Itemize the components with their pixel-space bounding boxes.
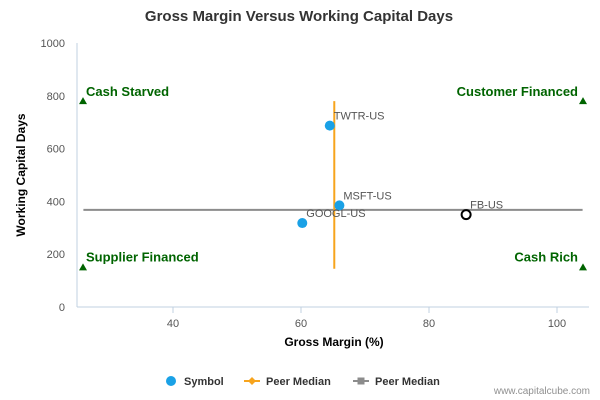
quadrant-label: Cash Starved — [86, 84, 169, 99]
data-point[interactable] — [460, 209, 472, 221]
peer-median-lines — [83, 101, 583, 269]
x-axis-title: Gross Margin (%) — [284, 335, 383, 349]
y-tick-label: 400 — [47, 196, 65, 208]
x-axis-ticks: 40 60 80 100 — [167, 307, 566, 330]
credit-text: www.capitalcube.com — [493, 386, 590, 397]
x-tick-label: 40 — [167, 318, 179, 330]
legend: Symbol Peer Median Peer Median — [166, 376, 440, 388]
quadrant-marker-icon — [79, 263, 87, 271]
quadrant-marker-icon — [579, 97, 587, 105]
data-point[interactable] — [334, 200, 345, 211]
y-tick-label: 200 — [47, 249, 65, 261]
data-point-label: FB-US — [470, 200, 503, 212]
y-axis-title: Working Capital Days — [14, 113, 28, 236]
legend-label[interactable]: Symbol — [184, 376, 224, 388]
plot-area — [76, 43, 589, 308]
x-tick-label: 100 — [548, 318, 566, 330]
data-point[interactable] — [324, 120, 335, 131]
quadrant-marker-icon — [579, 263, 587, 271]
y-tick-label: 600 — [47, 144, 65, 156]
quadrant-labels: Cash Starved Customer Financed Supplier Fi… — [79, 84, 587, 271]
legend-square-icon — [357, 377, 365, 385]
x-tick-label: 80 — [423, 318, 435, 330]
data-point[interactable] — [297, 218, 308, 229]
legend-diamond-icon — [248, 377, 256, 385]
legend-label[interactable]: Peer Median — [266, 376, 331, 388]
y-tick-label: 1000 — [41, 38, 65, 50]
data-point-label: TWTR-US — [334, 111, 385, 123]
y-tick-label: 0 — [59, 302, 65, 314]
legend-label[interactable]: Peer Median — [375, 376, 440, 388]
data-point-label: MSFT-US — [343, 190, 391, 202]
chart-title: Gross Margin Versus Working Capital Days — [145, 8, 453, 25]
quadrant-marker-icon — [79, 97, 87, 105]
data-point-label: GOOGL-US — [306, 208, 365, 220]
data-points: TWTR-US MSFT-US GOOGL-US FB-US — [297, 111, 503, 229]
y-axis-ticks: 0 200 400 600 800 1000 — [41, 38, 65, 314]
legend-symbol-icon — [166, 376, 176, 386]
quadrant-label: Customer Financed — [457, 84, 578, 99]
quadrant-label: Cash Rich — [514, 249, 578, 264]
quadrant-label: Supplier Financed — [86, 249, 199, 264]
y-tick-label: 800 — [47, 91, 65, 103]
x-tick-label: 60 — [295, 318, 307, 330]
